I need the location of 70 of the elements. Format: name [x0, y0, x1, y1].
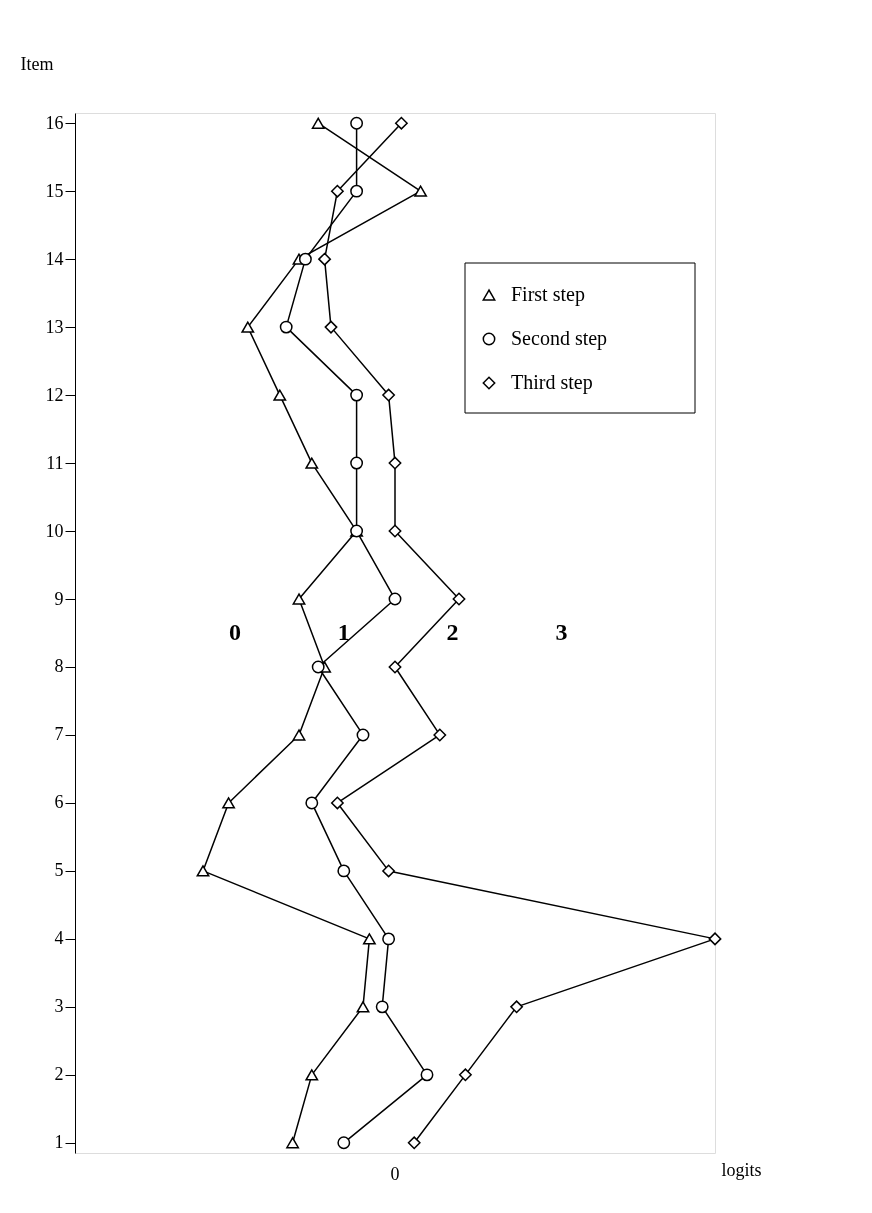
- annotation: 1: [337, 619, 350, 645]
- text: 0: [390, 1164, 400, 1184]
- point: [279, 320, 293, 334]
- point: [292, 593, 306, 605]
- point: [350, 184, 364, 198]
- y-tick-label: 6: [54, 792, 64, 813]
- point: [388, 524, 402, 538]
- point: [305, 1069, 319, 1081]
- point: [292, 729, 306, 741]
- y-tick-label: 16: [45, 112, 64, 133]
- point: [362, 933, 376, 945]
- y-tick-label: 11: [46, 452, 64, 473]
- legend-label: Second step: [511, 327, 608, 350]
- point: [388, 456, 402, 470]
- point: [382, 932, 396, 946]
- point: [337, 1136, 351, 1150]
- point: [510, 1000, 524, 1014]
- point: [324, 320, 338, 334]
- legend-label: First step: [511, 283, 585, 306]
- y-tick-label: 12: [45, 384, 64, 405]
- point: [337, 864, 351, 878]
- point: [382, 388, 396, 402]
- point: [452, 592, 466, 606]
- y-tick-label: 8: [54, 656, 64, 677]
- point: [305, 457, 319, 469]
- point: [311, 117, 325, 129]
- point: [330, 796, 344, 810]
- point: [273, 389, 287, 401]
- point: [433, 728, 447, 742]
- point: [420, 1068, 434, 1082]
- point: [298, 252, 312, 266]
- point: [350, 388, 364, 402]
- point: [222, 797, 236, 809]
- point: [318, 252, 332, 266]
- y-axis-title: Item: [20, 53, 54, 74]
- y-tick-label: 4: [54, 928, 64, 949]
- y-tick-label: 1: [54, 1132, 64, 1153]
- y-tick-label: 3: [54, 996, 64, 1017]
- x-axis-title: logits: [721, 1159, 762, 1180]
- y-tick-label: 2: [54, 1064, 64, 1085]
- y-tick-label: 10: [45, 520, 64, 541]
- point: [196, 865, 210, 877]
- point: [394, 116, 408, 130]
- annotation: 0: [229, 619, 241, 645]
- point: [388, 592, 402, 606]
- point: [414, 185, 428, 197]
- y-tick-label: 13: [45, 316, 64, 337]
- y-tick-label: 7: [54, 724, 64, 745]
- point: [286, 1137, 300, 1149]
- point: [382, 864, 396, 878]
- y-tick-label: 14: [45, 248, 64, 269]
- point: [708, 932, 722, 946]
- point: [305, 796, 319, 810]
- point: [350, 456, 364, 470]
- legend-label: Third step: [511, 371, 593, 394]
- point: [375, 1000, 389, 1014]
- point: [388, 660, 402, 674]
- point: [356, 728, 370, 742]
- y-tick-label: 9: [54, 588, 64, 609]
- point: [330, 184, 344, 198]
- annotation: 3: [555, 619, 568, 645]
- point: [350, 116, 364, 130]
- y-tick-label: 15: [45, 180, 64, 201]
- annotation: 2: [446, 619, 459, 645]
- point: [241, 321, 255, 333]
- point: [356, 1001, 370, 1013]
- point: [311, 660, 325, 674]
- point: [407, 1136, 421, 1150]
- point: [458, 1068, 472, 1082]
- y-tick-label: 5: [54, 860, 64, 881]
